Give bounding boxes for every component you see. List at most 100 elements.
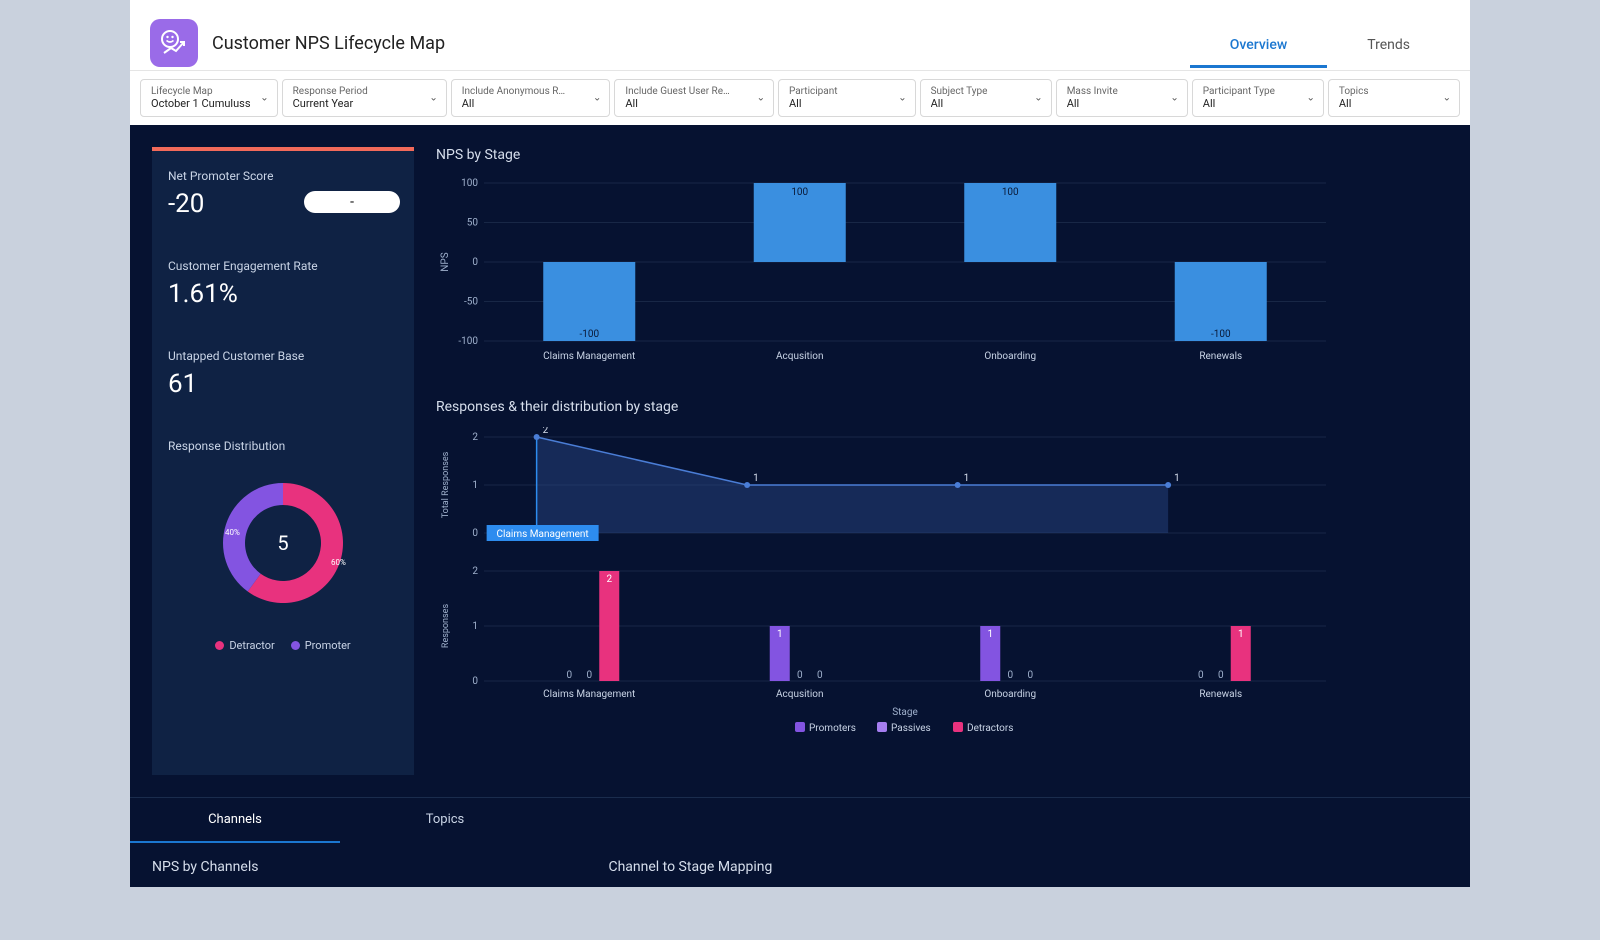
svg-text:-100: -100: [1211, 329, 1231, 340]
svg-text:Claims Management: Claims Management: [543, 351, 635, 362]
svg-text:Responses: Responses: [441, 604, 451, 649]
svg-text:Stage: Stage: [892, 707, 918, 718]
chevron-down-icon: ⌄: [1170, 93, 1178, 104]
svg-text:0: 0: [1027, 670, 1033, 681]
svg-text:2: 2: [472, 566, 478, 577]
responses-line-chart: 012Total Responses2111Claims Management: [436, 427, 1336, 547]
svg-text:1: 1: [472, 480, 478, 491]
svg-text:-100: -100: [458, 336, 478, 347]
chevron-down-icon: ⌄: [1034, 93, 1042, 104]
kpi-panel: Net Promoter Score -20 - Customer Engage…: [152, 147, 414, 775]
svg-text:60%: 60%: [331, 558, 346, 567]
svg-text:40%: 40%: [225, 528, 240, 537]
chevron-down-icon: ⌄: [429, 93, 437, 104]
svg-text:0: 0: [1198, 670, 1204, 681]
legend-item-detractor: Detractor: [215, 639, 274, 652]
responses-section: Responses & their distribution by stage …: [436, 399, 1448, 745]
header-tab-overview[interactable]: Overview: [1190, 19, 1327, 68]
filter-include-guest-user-re[interactable]: Include Guest User Re…All⌄: [614, 79, 774, 117]
svg-text:Renewals: Renewals: [1199, 689, 1242, 700]
kpi-nps-label: Net Promoter Score: [168, 169, 398, 183]
filter-participant-type[interactable]: Participant TypeAll⌄: [1192, 79, 1324, 117]
svg-text:Total Responses: Total Responses: [441, 451, 451, 518]
svg-text:-50: -50: [464, 297, 478, 308]
filter-subject-type[interactable]: Subject TypeAll⌄: [920, 79, 1052, 117]
kpi-engagement-label: Customer Engagement Rate: [168, 259, 398, 273]
page-title: Customer NPS Lifecycle Map: [212, 33, 445, 54]
donut-legend: Detractor Promoter: [168, 639, 398, 652]
svg-text:100: 100: [791, 187, 808, 198]
bottom-titles: NPS by Channels Channel to Stage Mapping: [130, 843, 1470, 887]
kpi-untapped-value: 61: [168, 369, 398, 399]
svg-text:Acqusition: Acqusition: [776, 351, 823, 362]
chevron-down-icon: ⌄: [1306, 93, 1314, 104]
svg-text:0: 0: [586, 670, 592, 681]
nps-by-stage-chart: -100-50050100NPS-100Claims Management100…: [436, 175, 1336, 365]
svg-text:1: 1: [964, 473, 970, 484]
svg-text:Onboarding: Onboarding: [984, 689, 1036, 700]
svg-text:-100: -100: [579, 329, 599, 340]
svg-text:0: 0: [1007, 670, 1013, 681]
header-tab-trends[interactable]: Trends: [1327, 19, 1450, 68]
svg-text:0: 0: [797, 670, 803, 681]
filter-lifecycle-map[interactable]: Lifecycle MapOctober 1 Cumuluss⌄: [140, 79, 278, 117]
svg-text:0: 0: [817, 670, 823, 681]
svg-text:1: 1: [753, 473, 759, 484]
chevron-down-icon: ⌄: [1443, 93, 1451, 104]
svg-text:NPS: NPS: [440, 252, 451, 271]
svg-text:1: 1: [1174, 473, 1180, 484]
responses-grouped-chart: 0 1 2 Responses 0 0 2 Claims Management 1 0 0 Acqus…: [436, 551, 1336, 741]
svg-text:1: 1: [472, 621, 478, 632]
kpi-nps-pill: -: [304, 191, 400, 213]
kpi-engagement-value: 1.61%: [168, 279, 398, 309]
svg-text:Promoters: Promoters: [809, 723, 856, 734]
filter-bar: Lifecycle MapOctober 1 Cumuluss⌄Response…: [130, 70, 1470, 125]
dashboard-body: Net Promoter Score -20 - Customer Engage…: [130, 125, 1470, 797]
responses-line-title: Responses & their distribution by stage: [436, 399, 1448, 415]
chevron-down-icon: ⌄: [757, 93, 765, 104]
chevron-down-icon: ⌄: [593, 93, 601, 104]
svg-text:2: 2: [606, 574, 612, 585]
filter-participant[interactable]: ParticipantAll⌄: [778, 79, 916, 117]
legend-item-promoter: Promoter: [291, 639, 351, 652]
svg-text:50: 50: [467, 218, 479, 229]
filter-response-period[interactable]: Response PeriodCurrent Year⌄: [282, 79, 447, 117]
svg-text:0: 0: [472, 528, 478, 539]
kpi-nps: Net Promoter Score -20 -: [168, 169, 398, 219]
svg-text:2: 2: [472, 432, 478, 443]
filter-include-anonymous-r[interactable]: Include Anonymous R…All⌄: [451, 79, 611, 117]
kpi-untapped: Untapped Customer Base 61: [168, 349, 398, 399]
bottom-tab-topics[interactable]: Topics: [340, 798, 550, 843]
svg-text:100: 100: [1002, 187, 1019, 198]
kpi-donut-title: Response Distribution: [168, 439, 398, 453]
nps-by-stage-section: NPS by Stage -100-50050100NPS-100Claims …: [436, 147, 1448, 369]
svg-text:Passives: Passives: [891, 723, 931, 734]
bottom-panel-channel-stage-title: Channel to Stage Mapping: [608, 859, 772, 875]
svg-text:0: 0: [566, 670, 572, 681]
bottom-tab-channels[interactable]: Channels: [130, 798, 340, 843]
svg-text:0: 0: [472, 676, 478, 687]
kpi-donut: Response Distribution 560%40% DetractorP…: [168, 439, 398, 652]
filter-topics[interactable]: TopicsAll⌄: [1328, 79, 1460, 117]
filter-mass-invite[interactable]: Mass InviteAll⌄: [1056, 79, 1188, 117]
svg-text:Acqusition: Acqusition: [776, 689, 823, 700]
bottom-panel-nps-channels-title: NPS by Channels: [152, 859, 258, 875]
donut-chart: 560%40%: [203, 463, 363, 623]
svg-text:1: 1: [1238, 629, 1244, 640]
svg-text:0: 0: [1218, 670, 1224, 681]
bottom-tabs-section: ChannelsTopics NPS by Channels Channel t…: [130, 797, 1470, 887]
kpi-engagement: Customer Engagement Rate 1.61%: [168, 259, 398, 309]
kpi-untapped-label: Untapped Customer Base: [168, 349, 398, 363]
chevron-down-icon: ⌄: [260, 93, 268, 104]
svg-text:Claims Management: Claims Management: [497, 529, 589, 540]
svg-text:Detractors: Detractors: [967, 723, 1013, 734]
svg-text:1: 1: [777, 629, 783, 640]
page-header: Customer NPS Lifecycle Map OverviewTrend…: [130, 0, 1470, 70]
chevron-down-icon: ⌄: [898, 93, 906, 104]
svg-text:Onboarding: Onboarding: [984, 351, 1036, 362]
svg-text:1: 1: [987, 629, 993, 640]
svg-text:Claims Management: Claims Management: [543, 689, 635, 700]
bottom-tab-row: ChannelsTopics: [130, 797, 1470, 843]
svg-text:Renewals: Renewals: [1199, 351, 1242, 362]
charts-panel: NPS by Stage -100-50050100NPS-100Claims …: [436, 147, 1448, 775]
